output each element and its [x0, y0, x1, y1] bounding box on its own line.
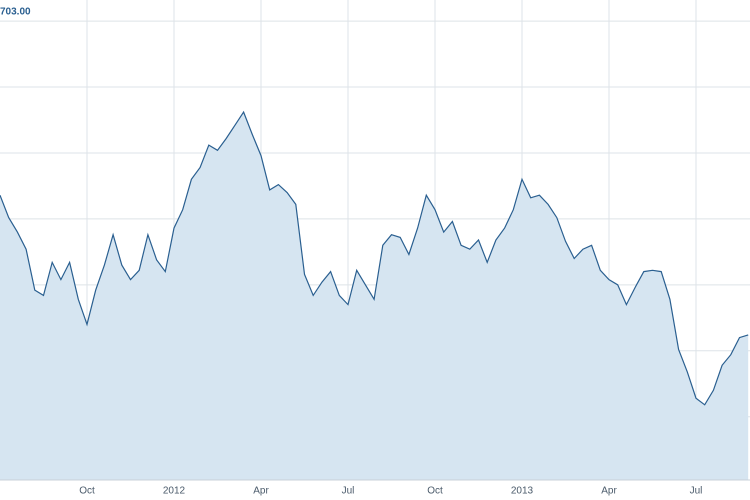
x-tick-label: Apr — [601, 486, 617, 497]
x-tick-label: 2013 — [511, 486, 534, 497]
x-tick-label: Jul — [342, 486, 355, 497]
price-line — [0, 110, 749, 406]
x-tick-label: 2012 — [163, 486, 186, 497]
y-tick-label: 703.00 — [0, 7, 31, 18]
x-tick-label: Oct — [427, 486, 443, 497]
area-fill — [0, 112, 749, 480]
x-tick-label: Oct — [79, 486, 95, 497]
x-tick-label: Apr — [253, 486, 269, 497]
x-tick-label: Jul — [690, 486, 703, 497]
